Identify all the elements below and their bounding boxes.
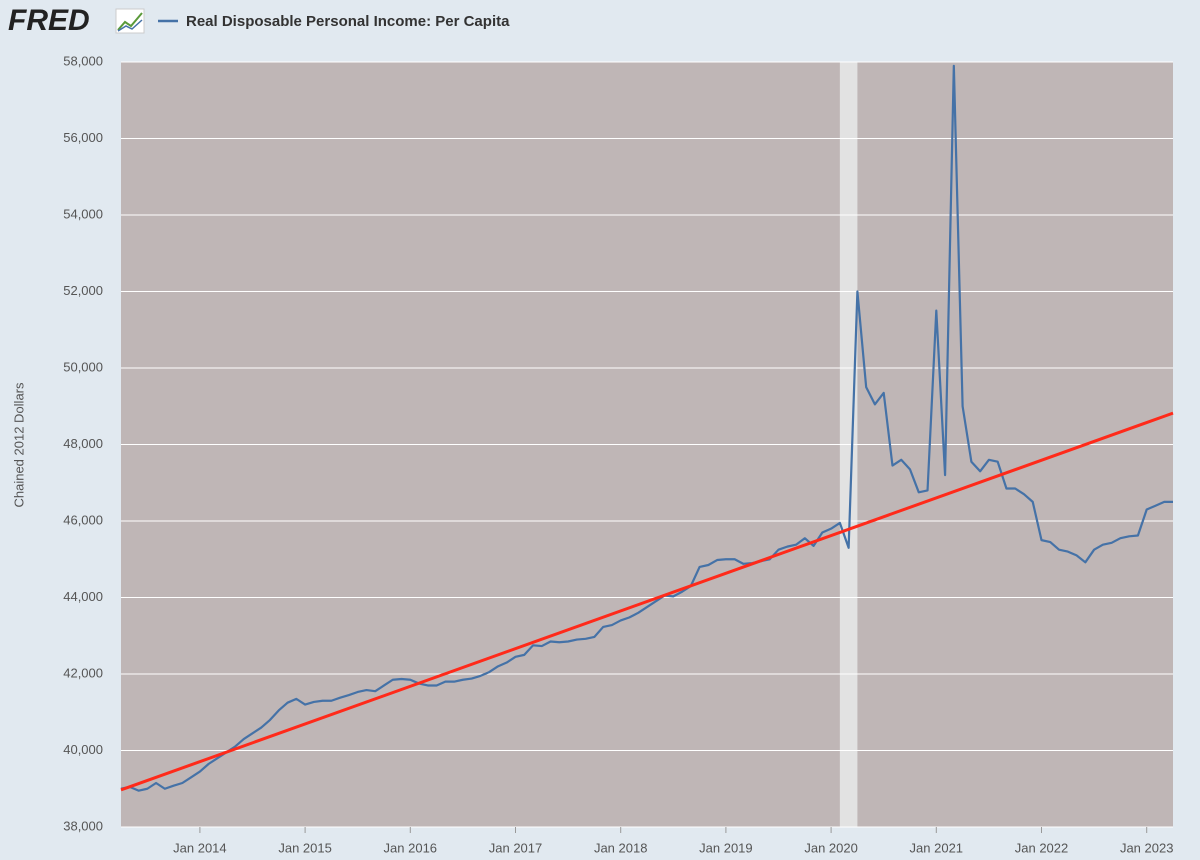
x-tick-label: Jan 2020 — [804, 840, 858, 855]
x-tick-label: Jan 2017 — [489, 840, 543, 855]
series-line — [120, 64, 1173, 792]
y-tick-label: 58,000 — [63, 53, 103, 68]
x-tick-label: Jan 2021 — [910, 840, 964, 855]
logo-icon — [115, 8, 145, 34]
y-tick-label: 44,000 — [63, 589, 103, 604]
y-tick-label: 48,000 — [63, 436, 103, 451]
y-tick-label: 56,000 — [63, 130, 103, 145]
x-tick-label: Jan 2023 — [1120, 840, 1174, 855]
logo: FRED — [8, 4, 90, 37]
y-axis-label: Chained 2012 Dollars — [11, 382, 26, 508]
y-tick-label: 42,000 — [63, 665, 103, 680]
x-tick-label: Jan 2014 — [173, 840, 227, 855]
x-tick-label: Jan 2016 — [384, 840, 438, 855]
y-tick-label: 40,000 — [63, 742, 103, 757]
x-tick-label: Jan 2019 — [699, 840, 753, 855]
x-tick-label: Jan 2015 — [278, 840, 332, 855]
x-tick-label: Jan 2018 — [594, 840, 648, 855]
trend-line — [120, 411, 1174, 792]
x-tick-label: Jan 2022 — [1015, 840, 1069, 855]
y-tick-label: 54,000 — [63, 206, 103, 221]
y-tick-label: 46,000 — [63, 512, 103, 527]
y-tick-label: 38,000 — [63, 818, 103, 833]
legend-label: Real Disposable Personal Income: Per Cap… — [186, 13, 510, 30]
y-tick-label: 50,000 — [63, 359, 103, 374]
y-tick-label: 52,000 — [63, 283, 103, 298]
